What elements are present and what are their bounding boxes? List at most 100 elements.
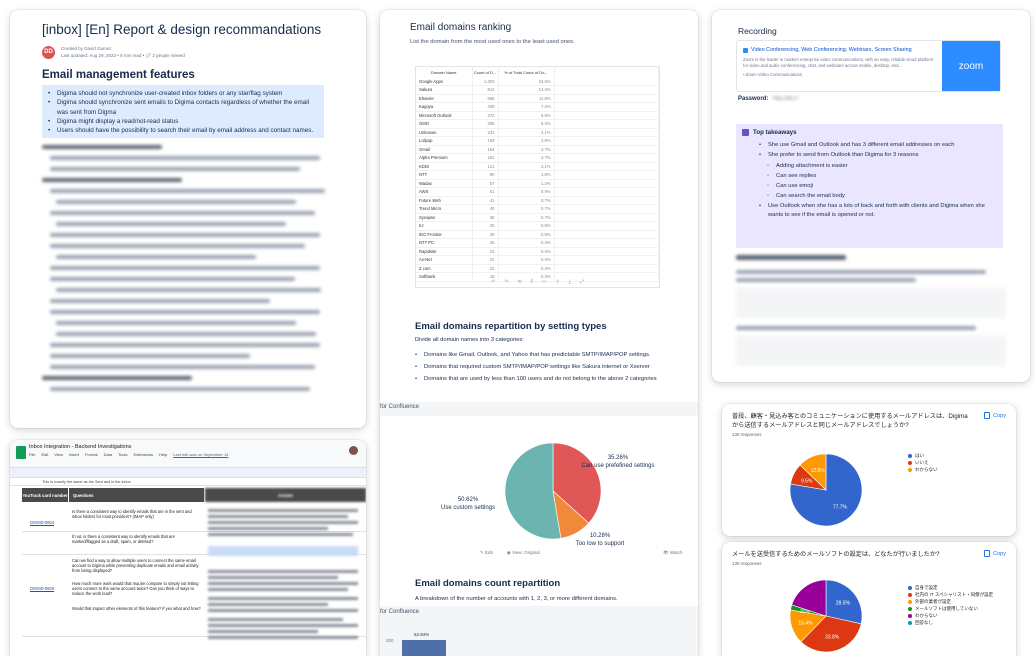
zoom-link[interactable]: Video Conferencing, Web Conferencing, We… (743, 47, 938, 53)
table-cell[interactable]: 0.5% (498, 221, 555, 231)
table-cell[interactable]: 51 (472, 187, 499, 197)
table-cell[interactable]: Wadax (416, 179, 473, 188)
last-edit-link[interactable]: Last edit was on September 14 (173, 452, 229, 457)
table-cell[interactable]: 1.2% (498, 179, 555, 188)
table-cell[interactable]: Future Web (416, 196, 473, 205)
table-row[interactable]: NTT PC 25 0.4% (416, 238, 659, 248)
table-cell[interactable]: 2.7% (498, 153, 555, 163)
table-cell[interactable]: 41 (472, 196, 499, 205)
table-cell[interactable]: NTT (416, 170, 473, 180)
zoom-link-card[interactable]: Video Conferencing, Web Conferencing, We… (736, 40, 1001, 92)
column-header[interactable]: % of Total Count of Do... (498, 67, 555, 77)
menu-item[interactable]: Edit (41, 452, 49, 457)
table-cell[interactable]: 23 (472, 247, 499, 256)
table-cell[interactable]: Lolipop (416, 136, 473, 146)
column-header[interactable]: YouTrack card number (22, 488, 68, 502)
avatar[interactable]: DD (42, 45, 55, 59)
question-cell[interactable]: Is there a consistent way to identify em… (72, 509, 192, 520)
table-cell[interactable]: 0.4% (498, 238, 555, 248)
table-row[interactable]: Lolipop 159 2.8% (416, 136, 659, 146)
table-cell[interactable]: 11.8% (498, 94, 555, 103)
menu-item[interactable]: Help (159, 452, 168, 457)
table-cell[interactable]: 1,303 (472, 77, 499, 86)
table-cell[interactable]: 2.1% (498, 162, 555, 171)
table-cell[interactable]: 0.4% (498, 264, 555, 273)
domains-table-embed[interactable]: Domain Name Count of D... % of Total Cou… (415, 66, 660, 288)
table-cell[interactable]: Sakura (416, 85, 473, 95)
table-cell[interactable]: Alpha Premium (416, 153, 473, 163)
table-cell[interactable]: NTT PC (416, 238, 473, 248)
table-cell[interactable]: 90 (472, 170, 499, 180)
table-cell[interactable]: 231 (472, 128, 499, 137)
download-icon[interactable]: ⤓ (568, 279, 571, 285)
table-cell[interactable]: 23.0% (498, 77, 555, 86)
watch-button[interactable]: 👁 Watch (663, 550, 683, 555)
table-cell[interactable]: 0.7% (498, 213, 555, 222)
redo-icon[interactable]: ↷ (504, 279, 509, 285)
table-row[interactable]: Elsevier 668 11.8% (416, 94, 659, 103)
table-cell[interactable]: 18 (472, 272, 499, 282)
table-cell[interactable]: 30 (472, 221, 499, 231)
table-cell[interactable]: 0.9% (498, 187, 555, 197)
table-cell[interactable]: 372 (472, 111, 499, 120)
table-row[interactable]: Wadax 67 1.2% (416, 179, 659, 188)
menu-item[interactable]: File (29, 452, 36, 457)
column-header[interactable]: Answer (205, 488, 366, 502)
table-row[interactable]: Z.com 22 0.4% (416, 264, 659, 273)
table-cell[interactable]: 14.3% (498, 85, 555, 95)
table-cell[interactable]: 152 (472, 153, 499, 163)
menu-item[interactable]: Extensions (133, 452, 154, 457)
table-row[interactable]: GMO 355 6.3% (416, 119, 659, 129)
view-selector[interactable]: ◉ View: Original (506, 550, 540, 555)
table-cell[interactable]: 409 (472, 102, 499, 112)
table-row[interactable]: Unknown 231 4.1% (416, 128, 659, 137)
copy-button[interactable]: Copy (984, 412, 1006, 419)
table-row[interactable]: IIJ 30 0.5% (416, 221, 659, 231)
table-cell[interactable]: AWS (416, 187, 473, 197)
revert-icon[interactable]: ⟲ (517, 279, 522, 285)
menu-item[interactable]: Data (103, 452, 113, 457)
column-header[interactable]: Domain Name (416, 67, 473, 77)
table-cell[interactable]: Unknown (416, 128, 473, 137)
table-row[interactable]: Alpha Premium 152 2.7% (416, 153, 659, 163)
table-cell[interactable]: Synapse (416, 213, 473, 222)
avatar[interactable] (349, 446, 358, 455)
table-cell[interactable]: 2.8% (498, 136, 555, 146)
menu-item[interactable]: Insert (68, 452, 79, 457)
table-cell[interactable]: 0.4% (498, 255, 555, 265)
table-row[interactable]: Kagoya 409 7.2% (416, 102, 659, 112)
table-cell[interactable]: 25 (472, 238, 499, 248)
table-cell[interactable]: 0.7% (498, 196, 555, 205)
question-cell[interactable]: Would that impact other elements of this… (72, 606, 201, 611)
column-header[interactable]: Questions (69, 488, 204, 502)
table-cell[interactable]: 1.6% (498, 170, 555, 180)
table-cell[interactable]: Rapidsite (416, 247, 473, 256)
undo-icon[interactable]: ↶ (491, 279, 496, 285)
table-row[interactable]: AWS 51 0.9% (416, 187, 659, 197)
comment-icon[interactable]: ▭ (541, 279, 547, 285)
formula-bar[interactable]: This is exactly the same as the Sent and… (10, 478, 366, 486)
table-cell[interactable]: KDDI (416, 162, 473, 171)
table-cell[interactable]: Google Apps (416, 77, 473, 86)
table-row[interactable]: Sakura 812 14.3% (416, 85, 659, 95)
table-cell[interactable]: 0.5% (498, 230, 555, 239)
table-cell[interactable]: 7.2% (498, 102, 555, 112)
table-cell[interactable]: 6.3% (498, 119, 555, 129)
question-cell[interactable]: If not, is there a consistent way to ide… (72, 534, 175, 545)
table-row[interactable]: Google Apps 1,303 23.0% (416, 77, 659, 86)
table-cell[interactable]: 38 (472, 213, 499, 222)
table-row[interactable]: NTT 90 1.6% (416, 170, 659, 180)
table-cell[interactable]: 40 (472, 204, 499, 214)
table-cell[interactable]: 22 (472, 255, 499, 265)
table-cell[interactable]: 159 (472, 136, 499, 146)
table-cell[interactable]: Ax-Net (416, 255, 473, 265)
fullscreen-icon[interactable]: ⤢ (579, 279, 584, 285)
youtrack-link[interactable]: DIGMD-9804 (30, 520, 55, 525)
youtrack-link[interactable]: DIGMD-9805 (30, 586, 55, 591)
table-row[interactable]: Gmail 154 2.7% (416, 145, 659, 154)
table-row[interactable]: Synapse 38 0.7% (416, 213, 659, 222)
table-cell[interactable]: 29 (472, 230, 499, 239)
edit-button[interactable]: ✎ Edit (480, 550, 493, 555)
question-cell[interactable]: How much more work would that require co… (72, 581, 199, 597)
sheet-title[interactable]: Inbox Integration - Backend Investigatio… (29, 444, 132, 450)
